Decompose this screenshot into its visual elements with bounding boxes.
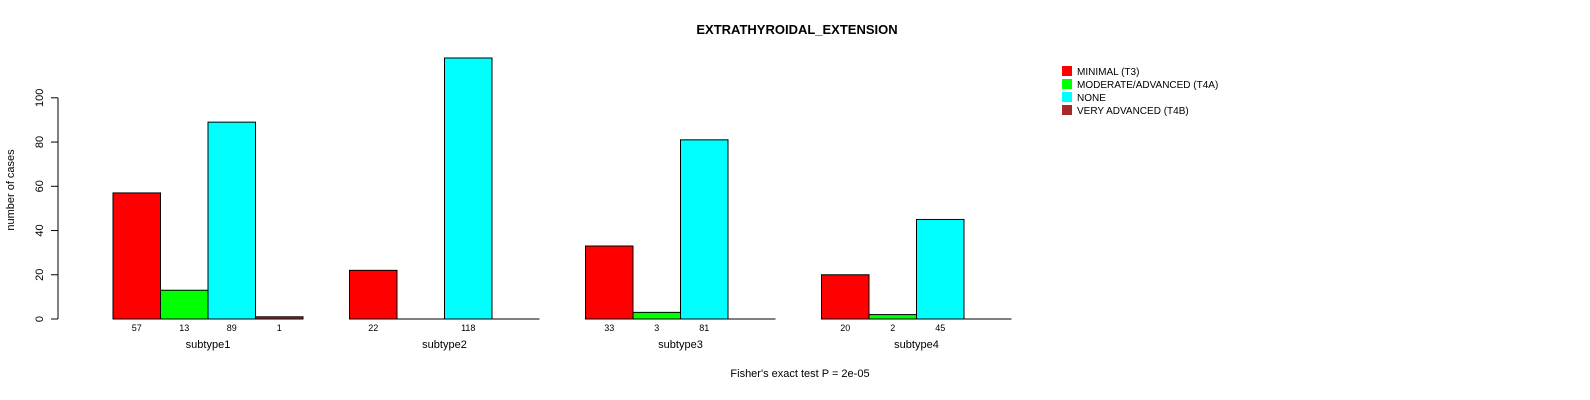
- y-tick-label: 40: [34, 224, 46, 236]
- bar-value-label: 13: [179, 323, 189, 333]
- bar: [349, 269, 398, 320]
- legend: MINIMAL (T3) MODERATE/ADVANCED (T4A) NONE V…: [1062, 66, 1218, 117]
- legend-item: NONE: [1062, 92, 1106, 104]
- bar: [112, 192, 161, 320]
- legend-swatch: [1062, 92, 1072, 102]
- bar: [207, 121, 256, 320]
- fisher-test-footnote: Fisher's exact test P = 2e-05: [730, 368, 869, 380]
- bar-value-label: 118: [461, 323, 475, 333]
- bar-value-label: 45: [935, 323, 945, 333]
- y-tick-label: 60: [34, 180, 46, 192]
- legend-item: MODERATE/ADVANCED (T4A): [1062, 79, 1218, 91]
- bar-value-label: 2: [890, 323, 895, 333]
- legend-item: VERY ADVANCED (T4B): [1062, 105, 1189, 117]
- y-tick-label: 20: [34, 269, 46, 281]
- legend-item: MINIMAL (T3): [1062, 66, 1139, 78]
- bar: [680, 139, 729, 320]
- legend-label: MODERATE/ADVANCED (T4A): [1077, 80, 1218, 91]
- legend-swatch: [1062, 66, 1072, 76]
- bar-value-label: 22: [368, 323, 378, 333]
- y-tick-label: 80: [34, 136, 46, 148]
- y-axis: 0 20 40 60 80 100: [34, 89, 59, 322]
- y-tick-label: 100: [34, 89, 46, 107]
- bar-group-subtype4: 20 2 45 subtype4: [821, 218, 1012, 351]
- bar: [916, 218, 965, 320]
- category-label: subtype3: [658, 339, 703, 351]
- bar-value-label: 1: [277, 323, 282, 333]
- y-axis-label: number of cases: [5, 149, 17, 231]
- bar: [868, 314, 917, 320]
- legend-label: NONE: [1077, 93, 1106, 104]
- bar: [632, 311, 681, 320]
- category-label: subtype4: [894, 339, 939, 351]
- chart-title: EXTRATHYROIDAL_EXTENSION: [696, 22, 897, 37]
- legend-label: VERY ADVANCED (T4B): [1077, 106, 1189, 117]
- y-tick-label: 0: [34, 316, 46, 322]
- bar-value-label: 33: [604, 323, 614, 333]
- legend-swatch: [1062, 79, 1072, 89]
- legend-label: MINIMAL (T3): [1077, 67, 1139, 78]
- bar-group-subtype1: 57 13 89 1 subtype1: [112, 121, 304, 351]
- bar: [444, 57, 493, 320]
- bar: [585, 245, 634, 320]
- bar-value-label: 57: [132, 323, 142, 333]
- bar-value-label: 89: [227, 323, 237, 333]
- category-label: subtype2: [422, 339, 467, 351]
- bar-value-label: 3: [654, 323, 659, 333]
- bar: [821, 274, 870, 320]
- bar-value-label: 20: [840, 323, 850, 333]
- bar: [160, 289, 209, 320]
- legend-swatch: [1062, 105, 1072, 115]
- bar-value-label: 81: [699, 323, 709, 333]
- bar-group-subtype2: 22 118 subtype2: [349, 57, 540, 351]
- category-label: subtype1: [186, 339, 231, 351]
